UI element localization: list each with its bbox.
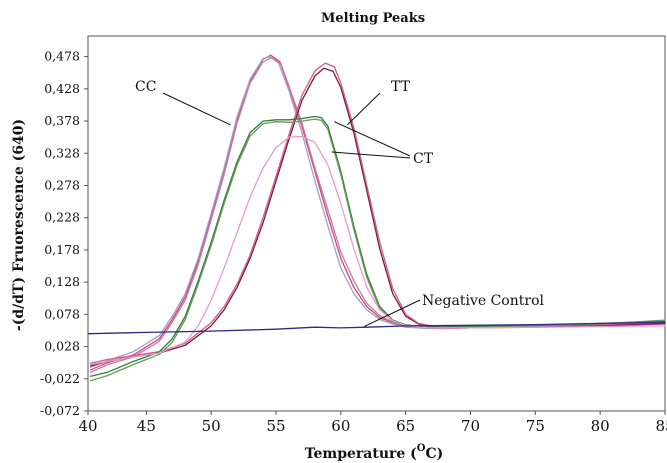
y-tick-label: 0,478 (44, 49, 80, 64)
annotation-label-cc: CC (135, 79, 156, 95)
y-tick-label: -0,072 (40, 403, 80, 418)
plot-area (87, 35, 666, 412)
annotation-leader-ct (334, 121, 411, 157)
annotation-leader-tt (346, 92, 381, 126)
x-axis-label-prefix: Temperature ( (305, 446, 417, 462)
chart-title: Melting Peaks (321, 11, 425, 26)
annotation-label-tt: TT (391, 79, 411, 95)
x-tick-label: 50 (202, 417, 221, 435)
y-tick-label: 0,178 (44, 242, 80, 257)
y-tick-label: 0,328 (44, 145, 80, 160)
y-tick-label: 0,428 (44, 81, 80, 96)
plot-frame (87, 35, 666, 412)
y-tick-label: 0,378 (44, 113, 80, 128)
y-tick-label: 0,228 (44, 210, 80, 225)
x-tick-label: 65 (396, 417, 415, 435)
x-tick-label: 40 (78, 417, 97, 435)
annotation-lines (162, 92, 421, 328)
y-tick-label: -0,022 (40, 371, 80, 386)
y-axis-ticks: -0,072 -0,022 0,028 0,078 0,128 0,178 0,228 0,2… (40, 49, 88, 418)
x-tick-label: 85 (655, 417, 667, 435)
x-axis-label-suffix: C) (426, 446, 444, 462)
annotation-label-ct: CT (413, 151, 434, 167)
series-line-ct-5 (89, 115, 666, 377)
y-axis-label: -(d/dT) Fruorescence (640) (11, 119, 27, 331)
annotation-leader-ct (331, 151, 411, 159)
annotation-label-negative-control: Negative Control (422, 293, 544, 309)
series-group (87, 54, 666, 382)
x-axis-label-degree: O (417, 443, 426, 454)
x-tick-label: 55 (266, 417, 285, 435)
x-tick-label: 80 (591, 417, 610, 435)
x-tick-label: 60 (331, 417, 350, 435)
x-tick-label: 75 (526, 417, 545, 435)
x-tick-label: 45 (137, 417, 156, 435)
x-axis-ticks: 40 45 50 55 60 65 70 75 80 85 (78, 411, 667, 435)
x-axis-label: Temperature (OC) (305, 443, 444, 462)
series-line-negative-control-8 (87, 321, 666, 335)
y-tick-label: 0,278 (44, 177, 80, 192)
x-tick-label: 70 (461, 417, 480, 435)
annotation-leader-negative-control (363, 299, 421, 328)
y-tick-label: 0,028 (44, 339, 80, 354)
y-tick-label: 0,128 (44, 274, 80, 289)
annotation-leader-cc (162, 92, 231, 126)
y-tick-label: 0,078 (44, 306, 80, 321)
